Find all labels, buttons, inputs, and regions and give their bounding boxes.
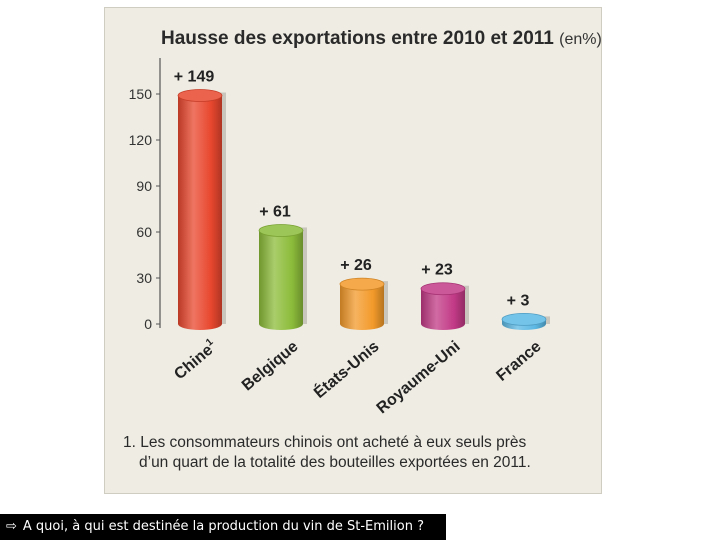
footnote-line-2: d’un quart de la totalité des bouteilles… <box>139 454 531 471</box>
bar-value-label: + 3 <box>507 292 530 309</box>
category-label: Chine1 <box>170 336 221 383</box>
question-caption: ⇨ A quoi, à qui est destinée la productio… <box>0 514 446 540</box>
y-tick-label: 60 <box>136 224 152 240</box>
chart-title-text: Hausse des exportations entre 2010 et 20… <box>161 28 554 49</box>
bar <box>178 95 222 331</box>
y-tick-label: 150 <box>129 86 153 102</box>
bar-top <box>501 312 547 326</box>
y-tick-label: 90 <box>136 178 152 194</box>
chart-title: Hausse des exportations entre 2010 et 20… <box>161 28 602 50</box>
bar <box>259 230 303 330</box>
arrow-right-icon: ⇨ <box>6 519 17 534</box>
footnote: 1. Les consommateurs chinois ont acheté … <box>123 433 583 473</box>
caption-text: A quoi, à qui est destinée la production… <box>22 519 424 534</box>
chart-figure: Hausse des exportations entre 2010 et 20… <box>104 7 602 494</box>
y-tick-label: 120 <box>129 132 153 148</box>
chart-unit: (en%) <box>559 31 602 48</box>
bar-value-label: + 23 <box>421 262 453 279</box>
bar-value-label: + 26 <box>340 257 372 274</box>
category-label: Royaume-Uni <box>374 338 464 417</box>
bar <box>421 288 465 330</box>
bar-value-label: + 149 <box>174 69 215 86</box>
category-label: États-Unis <box>310 336 383 401</box>
bar-top <box>177 89 223 102</box>
bar-value-label: + 61 <box>259 203 291 220</box>
y-tick-label: 0 <box>144 316 152 332</box>
y-tick-label: 30 <box>136 270 152 286</box>
bar-top <box>258 224 304 237</box>
footnote-marker: 1 <box>204 336 216 348</box>
bar-top <box>420 282 466 296</box>
footnote-line-1: 1. Les consommateurs chinois ont acheté … <box>123 434 527 451</box>
bar <box>340 284 384 330</box>
bar-chart: 150 120 90 60 30 0 + 149 Chine1 + 61 Belgique + 26… <box>129 58 550 417</box>
category-label: Belgique <box>239 338 302 395</box>
category-label: France <box>493 338 544 385</box>
bar-top <box>339 277 385 291</box>
